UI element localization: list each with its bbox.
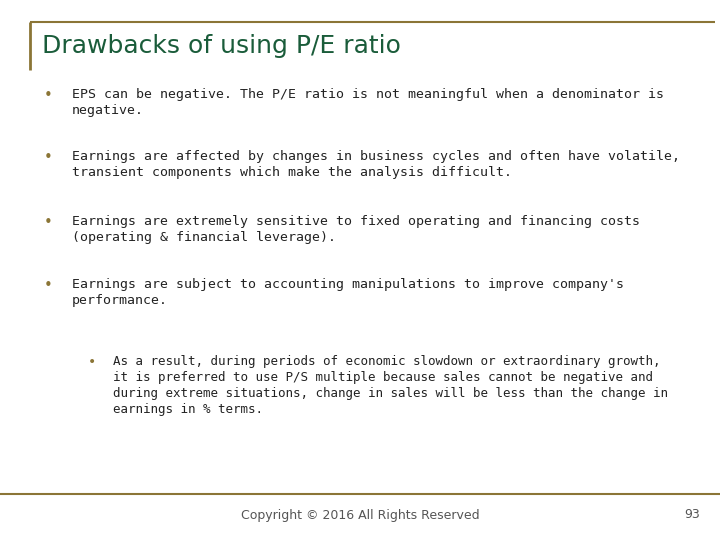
Text: Copyright © 2016 All Rights Reserved: Copyright © 2016 All Rights Reserved [240, 509, 480, 522]
Text: negative.: negative. [72, 104, 144, 117]
Text: it is preferred to use P/S multiple because sales cannot be negative and: it is preferred to use P/S multiple beca… [113, 371, 653, 384]
Text: Earnings are affected by changes in business cycles and often have volatile,: Earnings are affected by changes in busi… [72, 150, 680, 163]
Text: •: • [88, 355, 96, 369]
Text: performance.: performance. [72, 294, 168, 307]
Text: Earnings are extremely sensitive to fixed operating and financing costs: Earnings are extremely sensitive to fixe… [72, 215, 640, 228]
Text: •: • [44, 88, 53, 103]
Text: (operating & financial leverage).: (operating & financial leverage). [72, 231, 336, 244]
Text: 93: 93 [684, 509, 700, 522]
Text: •: • [44, 150, 53, 165]
Text: Earnings are subject to accounting manipulations to improve company's: Earnings are subject to accounting manip… [72, 278, 624, 291]
Text: transient components which make the analysis difficult.: transient components which make the anal… [72, 166, 512, 179]
Text: Drawbacks of using P/E ratio: Drawbacks of using P/E ratio [42, 34, 401, 58]
Text: •: • [44, 215, 53, 230]
Text: EPS can be negative. The P/E ratio is not meaningful when a denominator is: EPS can be negative. The P/E ratio is no… [72, 88, 664, 101]
Text: earnings in % terms.: earnings in % terms. [113, 403, 263, 416]
Text: As a result, during periods of economic slowdown or extraordinary growth,: As a result, during periods of economic … [113, 355, 660, 368]
Text: •: • [44, 278, 53, 293]
Text: during extreme situations, change in sales will be less than the change in: during extreme situations, change in sal… [113, 387, 668, 400]
